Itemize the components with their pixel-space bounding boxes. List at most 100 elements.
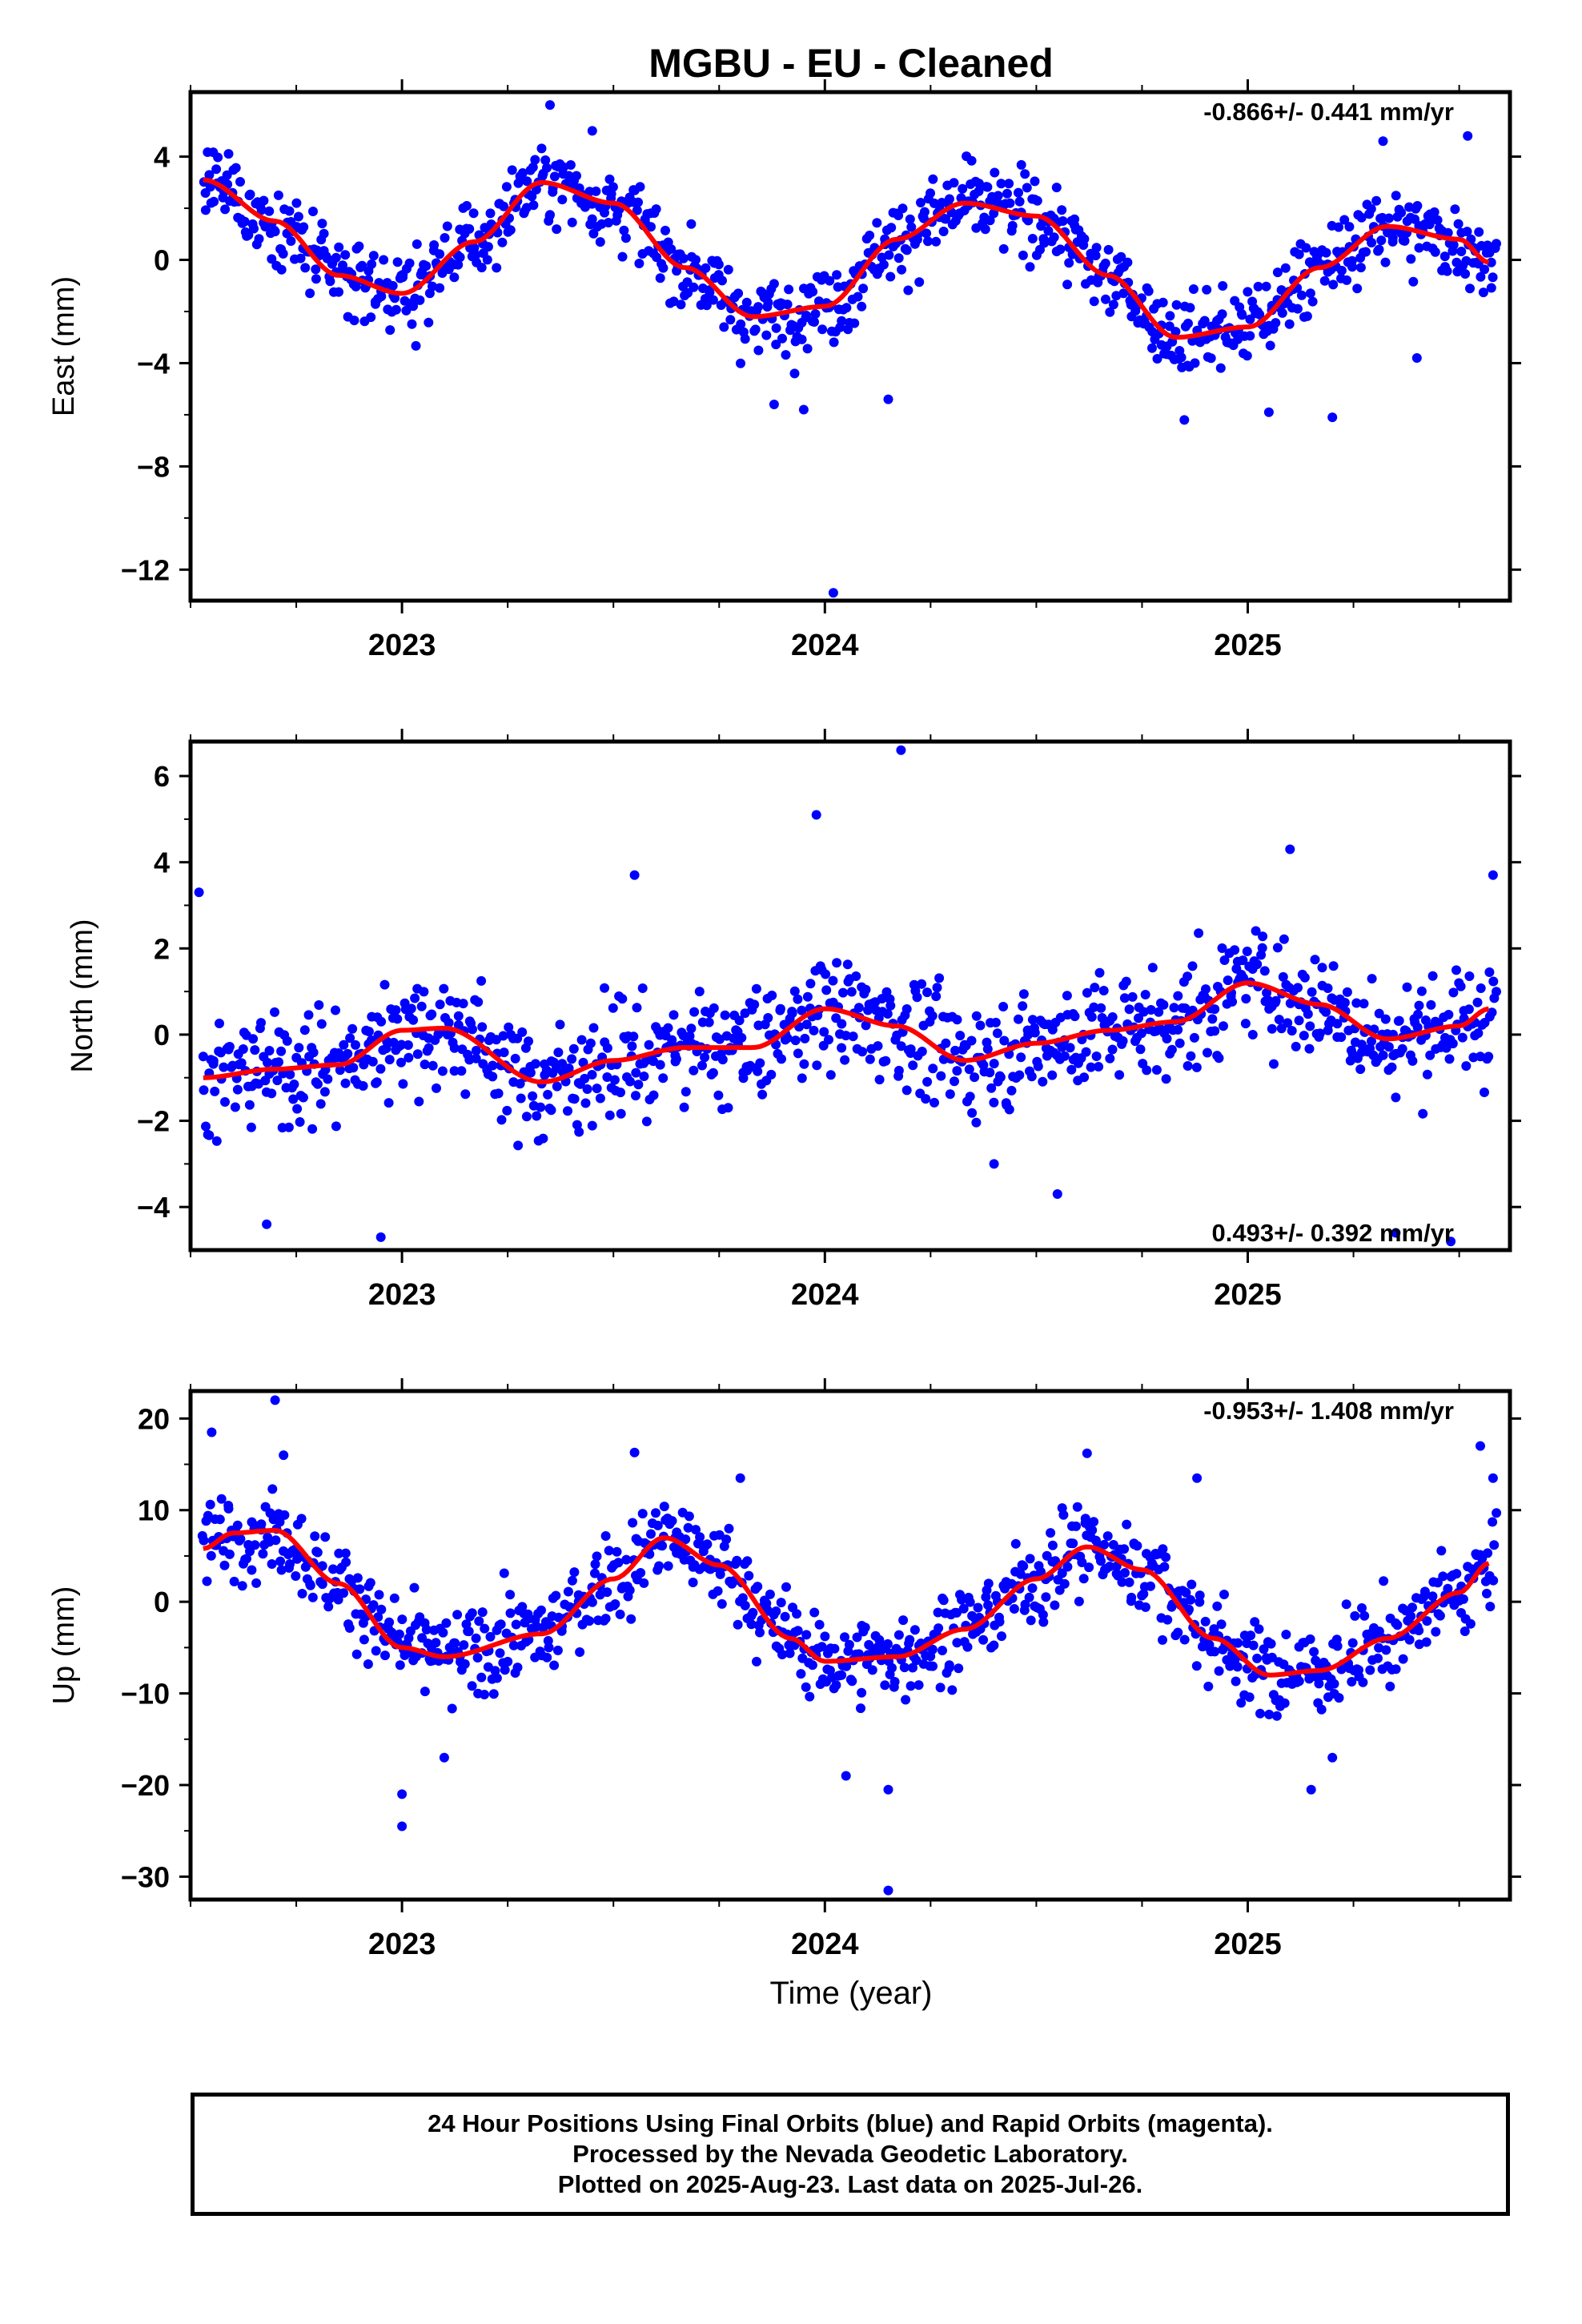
data-point xyxy=(351,1649,362,1659)
data-point xyxy=(661,225,670,235)
y-axis-label: East (mm) xyxy=(47,276,81,416)
y-tick-label: −12 xyxy=(121,553,170,586)
data-point xyxy=(655,1059,665,1070)
data-point xyxy=(1274,1015,1284,1025)
data-point xyxy=(840,1632,849,1642)
data-point xyxy=(376,1604,387,1614)
data-point xyxy=(927,1644,938,1655)
data-point xyxy=(1116,251,1126,262)
data-point xyxy=(617,994,628,1004)
y-tick-label: 4 xyxy=(154,141,170,174)
data-point xyxy=(275,1517,285,1527)
data-point xyxy=(667,1516,677,1526)
data-point-outlier xyxy=(1378,136,1388,147)
data-point xyxy=(627,1041,637,1051)
data-point xyxy=(846,987,857,997)
data-point xyxy=(1371,195,1382,206)
data-point xyxy=(1305,1634,1315,1644)
data-point-outlier xyxy=(1488,1473,1498,1483)
data-point xyxy=(480,1690,489,1699)
data-point xyxy=(464,1626,474,1637)
data-point xyxy=(1299,1031,1309,1041)
data-point xyxy=(652,252,662,263)
data-point xyxy=(808,287,818,297)
data-point xyxy=(1191,1661,1202,1671)
data-point xyxy=(1136,1028,1146,1039)
data-point xyxy=(1366,203,1376,214)
data-point xyxy=(667,1035,677,1045)
data-point-outlier xyxy=(1476,1441,1485,1451)
data-point xyxy=(1027,1583,1038,1594)
data-point xyxy=(1307,296,1318,307)
data-point xyxy=(1391,1092,1401,1103)
plot-frame xyxy=(188,90,1512,603)
data-point xyxy=(903,285,913,296)
data-point xyxy=(763,1013,773,1023)
data-point xyxy=(631,1091,640,1101)
data-point xyxy=(1041,1592,1051,1602)
data-point xyxy=(793,1048,803,1059)
data-point xyxy=(651,1508,661,1518)
data-point xyxy=(1392,1620,1403,1630)
data-point xyxy=(1119,1544,1130,1554)
data-point xyxy=(1016,159,1026,170)
data-point xyxy=(621,1554,632,1565)
data-point xyxy=(211,1136,222,1146)
data-point xyxy=(1055,244,1066,255)
data-point xyxy=(633,197,643,207)
data-point xyxy=(789,368,800,379)
data-point xyxy=(1038,1617,1049,1627)
data-point xyxy=(335,1065,345,1076)
data-point xyxy=(468,1024,477,1035)
data-point xyxy=(975,1020,986,1031)
x-axis-label: Time (year) xyxy=(770,1976,933,2011)
data-point xyxy=(974,179,984,189)
plot-frame xyxy=(188,1389,1512,1902)
data-point xyxy=(1380,1014,1391,1024)
data-point xyxy=(497,237,508,247)
data-point xyxy=(679,1102,689,1112)
data-point xyxy=(294,1043,304,1053)
data-point xyxy=(610,1599,620,1609)
data-point xyxy=(331,1005,340,1015)
data-point xyxy=(340,1078,351,1088)
data-point xyxy=(323,1602,334,1612)
data-point xyxy=(585,1038,596,1048)
data-point xyxy=(1412,201,1423,211)
data-point xyxy=(264,1046,275,1055)
data-point xyxy=(455,252,465,263)
data-point xyxy=(1082,987,1092,998)
data-point xyxy=(524,1036,533,1047)
data-point xyxy=(704,1017,714,1027)
data-point xyxy=(1383,213,1394,223)
data-point xyxy=(1188,284,1199,294)
data-point xyxy=(1062,991,1072,1001)
data-point xyxy=(528,162,538,172)
data-point xyxy=(771,323,781,333)
data-point xyxy=(1341,1599,1351,1610)
data-point xyxy=(590,1559,600,1570)
data-point xyxy=(1336,1032,1347,1043)
data-point xyxy=(885,271,896,282)
data-point xyxy=(1385,1681,1395,1691)
data-point xyxy=(860,1622,870,1633)
data-point xyxy=(511,1619,521,1630)
data-point xyxy=(805,979,816,989)
data-point xyxy=(817,324,828,335)
data-point xyxy=(922,987,933,998)
data-point xyxy=(258,1549,268,1559)
data-point xyxy=(777,1054,786,1064)
data-point xyxy=(482,255,492,265)
data-point xyxy=(1367,974,1377,984)
data-point xyxy=(1261,281,1271,292)
data-point xyxy=(339,1588,349,1598)
data-point xyxy=(1347,262,1357,272)
data-point xyxy=(1200,1616,1211,1626)
data-point xyxy=(204,170,215,180)
data-point xyxy=(200,205,211,215)
data-point xyxy=(352,1573,363,1583)
data-point xyxy=(733,1619,743,1630)
data-point xyxy=(1321,1007,1331,1017)
data-point xyxy=(1026,1072,1037,1082)
